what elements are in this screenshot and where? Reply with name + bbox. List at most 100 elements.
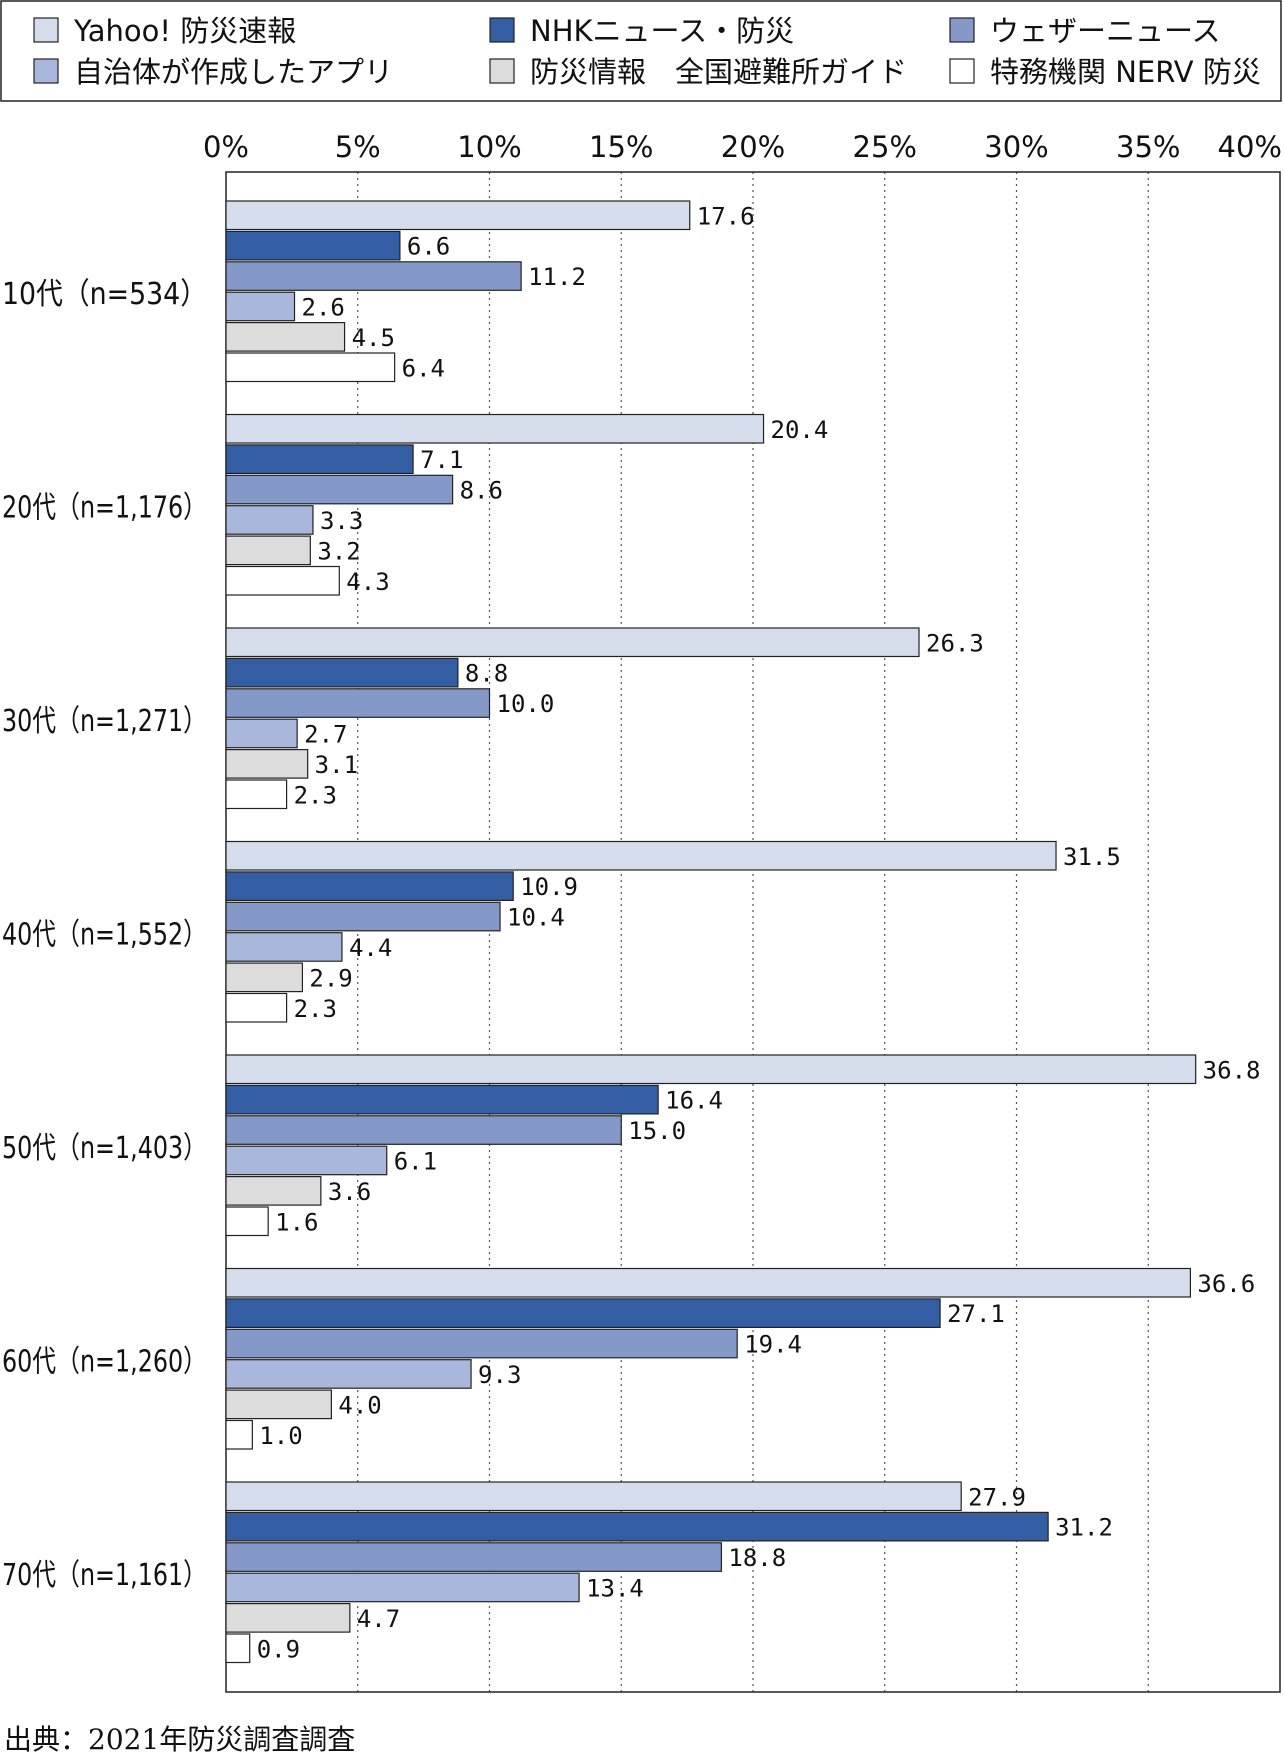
data-label: 16.4	[665, 1087, 723, 1115]
bar	[225, 1054, 1197, 1085]
bar	[225, 1084, 659, 1115]
data-label: 2.6	[302, 293, 345, 321]
bar	[225, 474, 454, 505]
x-tick-label: 15%	[589, 130, 653, 164]
category-label: 60代（n=1,260）	[2, 1345, 207, 1380]
bar	[225, 1511, 1049, 1542]
bar	[225, 1633, 251, 1664]
source-note: 出典：2021年防災調査調査	[4, 1723, 356, 1756]
data-label: 26.3	[926, 629, 984, 657]
data-label: 2.3	[294, 995, 337, 1023]
bar	[225, 1267, 1192, 1298]
data-label: 15.0	[628, 1117, 686, 1145]
data-label: 2.9	[309, 964, 352, 992]
category-label: 70代（n=1,161）	[2, 1558, 207, 1593]
legend-label: NHKニュース・防災	[530, 14, 794, 48]
legend-swatch	[33, 17, 59, 43]
gridlines	[357, 172, 1149, 1692]
data-label: 13.4	[586, 1574, 644, 1602]
bar	[225, 1328, 738, 1359]
bars: 17.6 6.6 11.2 2.64.56.4 20.4 7.1 8.6 3.33.2 4.3 2…	[225, 200, 1261, 1664]
data-label: 9.3	[478, 1361, 521, 1389]
legend-label: 防災情報 全国避難所ガイド	[530, 55, 907, 89]
x-tick-label: 0%	[203, 130, 249, 164]
bar	[225, 352, 396, 383]
legend-box	[0, 0, 1282, 102]
x-tick-label: 20%	[721, 130, 785, 164]
legend: Yahoo! 防災速報 NHKニュース・防災 ウェザーニュース自治体が作成したアプリ…	[0, 0, 1282, 102]
category-label: 40代（n=1,552）	[2, 918, 207, 953]
data-label: 31.5	[1063, 843, 1121, 871]
data-label: 4.3	[346, 568, 389, 596]
data-label: 19.4	[744, 1331, 802, 1359]
bar	[225, 413, 765, 444]
bar	[225, 992, 288, 1023]
bar	[225, 291, 296, 322]
legend-label: 特務機関 NERV 防災	[990, 55, 1261, 89]
x-tick-label: 5%	[335, 130, 381, 164]
data-label: 18.8	[728, 1544, 786, 1572]
bar	[225, 932, 343, 962]
bar	[225, 1602, 351, 1633]
bar	[225, 962, 304, 993]
data-label: 17.6	[697, 202, 755, 230]
bar	[225, 779, 288, 810]
x-tick-label: 25%	[853, 130, 917, 164]
bar	[225, 871, 514, 902]
bar	[225, 1389, 333, 1420]
x-axis: 0% 5% 10% 15% 20% 25% 30% 35% 40%	[203, 130, 1282, 1693]
plot-frame	[225, 171, 1281, 1693]
x-tick-label: 10%	[457, 130, 521, 164]
data-label: 27.1	[947, 1300, 1005, 1328]
bar	[225, 840, 1057, 871]
data-label: 3.6	[328, 1178, 371, 1206]
data-label: 31.2	[1055, 1514, 1113, 1542]
legend-swatch	[949, 58, 975, 84]
data-label: 3.3	[320, 507, 363, 535]
bar	[225, 230, 401, 261]
legend-swatch	[949, 17, 975, 43]
data-label: 36.8	[1203, 1056, 1261, 1084]
bar	[225, 565, 340, 596]
legend-label: 自治体が作成したアプリ	[74, 55, 393, 89]
x-tick-label: 35%	[1116, 130, 1180, 164]
bar	[225, 200, 691, 231]
category-labels: 10代（n=534） 20代（n=1,176） 30代（n=1,271） 40代（n=…	[2, 277, 207, 1593]
data-label: 1.0	[259, 1422, 302, 1450]
bar	[225, 322, 346, 352]
bar	[225, 901, 501, 932]
bar	[225, 1298, 941, 1329]
bar	[225, 1542, 722, 1572]
data-label: 10.4	[507, 904, 565, 932]
data-label: 6.1	[394, 1147, 437, 1175]
data-label: 0.9	[257, 1635, 300, 1663]
data-label: 20.4	[771, 416, 829, 444]
category-label: 10代（n=534）	[2, 277, 207, 312]
bar	[225, 261, 522, 291]
bar	[225, 444, 414, 474]
bar	[225, 1115, 622, 1145]
legend-label: ウェザーニュース	[990, 14, 1221, 48]
data-label: 4.7	[357, 1605, 400, 1633]
data-label: 2.7	[304, 720, 347, 748]
bar	[225, 1419, 253, 1450]
bar	[225, 657, 459, 688]
data-label: 1.6	[275, 1208, 318, 1236]
data-label: 6.4	[402, 354, 445, 382]
bar	[225, 1175, 322, 1206]
data-label: 3.1	[315, 751, 358, 779]
data-label: 8.6	[460, 477, 503, 505]
bar	[225, 505, 314, 535]
data-label: 3.2	[317, 537, 360, 565]
data-label: 2.3	[294, 781, 337, 809]
data-label: 8.8	[465, 660, 508, 688]
bar	[225, 535, 311, 566]
x-tick-label: 30%	[984, 130, 1048, 164]
bar	[225, 1145, 388, 1176]
bar	[225, 1572, 580, 1603]
category-label: 50代（n=1,403）	[2, 1131, 207, 1166]
bar	[225, 748, 309, 779]
bar	[225, 1481, 962, 1512]
